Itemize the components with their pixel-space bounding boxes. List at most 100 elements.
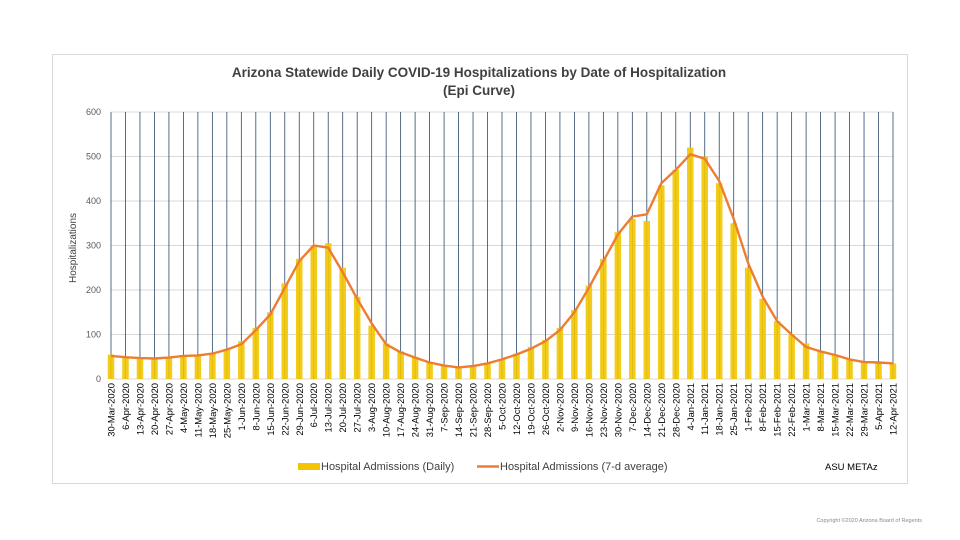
epi-curve-chart: Arizona Statewide Daily COVID-19 Hospita…	[68, 65, 899, 473]
copyright-notice: Copyright ©2020 Arizona Board of Regents	[816, 518, 922, 524]
x-tick-label: 1-Feb-2021	[743, 383, 754, 431]
daily-admissions-bar	[484, 362, 491, 379]
legend-daily-swatch	[298, 463, 320, 470]
x-tick-label: 9-Nov-2020	[569, 383, 580, 432]
daily-admissions-bar	[310, 245, 317, 379]
x-tick-label: 6-Apr-2020	[120, 383, 131, 430]
x-tick-label: 30-Nov-2020	[612, 383, 623, 437]
x-tick-label: 12-Oct-2020	[511, 383, 522, 435]
y-axis-ticks: 0 100 200 300 400 500 600	[86, 107, 101, 384]
y-axis-label: Hospitalizations	[68, 213, 79, 283]
daily-admissions-bar	[324, 243, 332, 379]
legend-average-label: Hospital Admissions (7-d average)	[500, 461, 668, 473]
x-tick-label: 18-May-2020	[207, 383, 218, 438]
daily-admissions-bar	[875, 362, 882, 379]
daily-admissions-bar	[585, 285, 593, 379]
daily-admissions-bar	[831, 354, 839, 379]
x-tick-label: 4-May-2020	[178, 383, 189, 433]
daily-admissions-bar	[571, 310, 578, 379]
x-tick-label: 8-Feb-2021	[757, 383, 768, 431]
daily-admissions-bar	[600, 258, 607, 379]
x-tick-label: 15-Jun-2020	[265, 383, 276, 436]
daily-admissions-bar	[136, 358, 144, 379]
y-tick-label: 400	[86, 196, 101, 206]
chart-title: Arizona Statewide Daily COVID-19 Hospita…	[232, 65, 726, 80]
daily-admissions-bar	[817, 351, 824, 379]
x-tick-label: 22-Feb-2021	[786, 383, 797, 437]
legend-daily-label: Hospital Admissions (Daily)	[321, 461, 454, 473]
x-tick-label: 21-Sep-2020	[468, 383, 479, 437]
daily-admissions-bar	[238, 341, 245, 379]
x-tick-label: 11-Jan-2021	[699, 383, 710, 435]
daily-admissions-bar	[527, 346, 535, 379]
daily-admissions-bar	[759, 298, 766, 379]
x-tick-label: 29-Jun-2020	[294, 383, 305, 436]
daily-admissions-bar	[267, 312, 274, 379]
x-axis-ticks: 30-Mar-2020 6-Apr-2020 13-Apr-2020 20-Apr-2…	[106, 383, 899, 438]
daily-admissions-bar	[223, 348, 231, 379]
x-tick-label: 28-Sep-2020	[482, 383, 493, 437]
daily-admissions-bar	[614, 232, 622, 379]
daily-admissions-bar	[397, 351, 404, 379]
daily-admissions-bar	[440, 365, 448, 379]
daily-admissions-bar	[715, 183, 723, 379]
daily-admissions-bar	[744, 267, 752, 379]
asu-metaz-annotation: ASU METAz	[825, 462, 878, 473]
x-tick-label: 1-Mar-2021	[801, 383, 812, 431]
daily-admissions-bar	[788, 334, 795, 379]
x-tick-label: 14-Dec-2020	[641, 383, 652, 437]
x-tick-label: 15-Feb-2021	[772, 383, 783, 437]
x-tick-label: 1-Jun-2020	[236, 383, 247, 430]
x-tick-label: 25-May-2020	[221, 383, 232, 438]
y-tick-label: 600	[86, 107, 101, 117]
y-tick-label: 0	[96, 374, 101, 384]
daily-admissions-bar	[455, 367, 462, 379]
daily-admissions-bar	[802, 343, 810, 379]
x-tick-label: 25-Jan-2021	[728, 383, 739, 436]
daily-admissions-bar	[542, 339, 549, 379]
daily-admissions-bar	[353, 296, 361, 379]
daily-admissions-bar	[339, 267, 346, 379]
x-tick-label: 22-Jun-2020	[279, 383, 290, 436]
x-tick-label: 31-Aug-2020	[424, 383, 435, 437]
x-tick-label: 28-Dec-2020	[670, 383, 681, 437]
daily-admissions-bar	[889, 363, 897, 379]
daily-admissions-bar	[629, 218, 636, 379]
daily-admissions-bar	[382, 343, 390, 379]
x-tick-label: 18-Jan-2021	[714, 383, 725, 436]
x-tick-label: 30-Mar-2020	[106, 383, 117, 437]
x-tick-label: 15-Mar-2021	[830, 383, 841, 437]
x-tick-label: 8-Jun-2020	[250, 383, 261, 430]
chart-subtitle: (Epi Curve)	[443, 83, 515, 98]
x-tick-label: 5-Oct-2020	[497, 383, 508, 430]
x-tick-label: 7-Sep-2020	[439, 383, 450, 432]
daily-admissions-bar	[165, 356, 173, 379]
x-tick-label: 5-Apr-2021	[873, 383, 884, 430]
legend: Hospital Admissions (Daily) Hospital Adm…	[298, 461, 668, 473]
y-tick-label: 300	[86, 241, 101, 251]
daily-admissions-bars	[107, 147, 897, 379]
daily-admissions-bar	[672, 169, 680, 379]
x-tick-label: 27-Apr-2020	[163, 383, 174, 435]
x-tick-label: 8-Mar-2021	[815, 383, 826, 431]
y-tick-label: 500	[86, 152, 101, 162]
x-tick-label: 7-Dec-2020	[627, 383, 638, 432]
x-tick-label: 3-Aug-2020	[366, 383, 377, 432]
x-tick-label: 17-Aug-2020	[395, 383, 406, 437]
daily-admissions-bar	[107, 354, 115, 379]
average-line-path	[110, 153, 894, 369]
daily-admissions-bar	[426, 362, 433, 379]
daily-admissions-bar	[658, 185, 665, 379]
daily-admissions-bar	[180, 354, 187, 379]
daily-admissions-bar	[281, 283, 289, 379]
x-tick-label: 26-Oct-2020	[540, 383, 551, 435]
daily-admissions-bar	[151, 358, 158, 379]
daily-admissions-bar	[498, 358, 506, 379]
seven-day-average-line	[110, 153, 894, 369]
x-tick-label: 27-Jul-2020	[352, 383, 363, 433]
daily-admissions-bar	[209, 353, 216, 379]
daily-admissions-bar	[730, 223, 737, 379]
y-tick-label: 100	[86, 330, 101, 340]
x-tick-label: 19-Oct-2020	[525, 383, 536, 435]
x-tick-label: 4-Jan-2021	[685, 383, 696, 430]
